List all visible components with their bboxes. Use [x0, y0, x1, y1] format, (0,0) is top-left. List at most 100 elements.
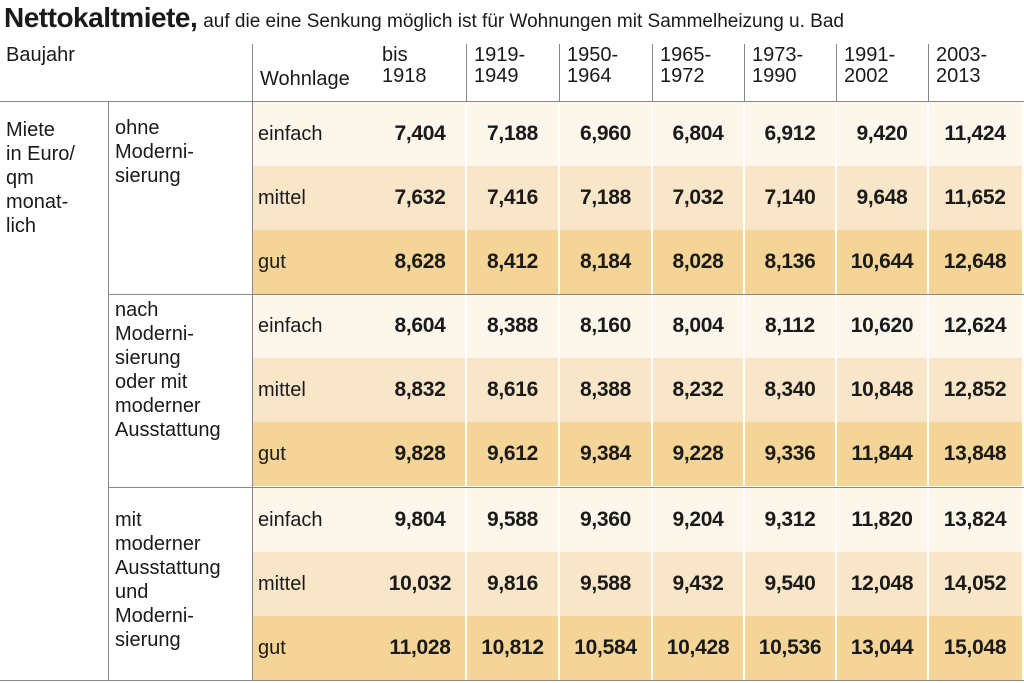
value-cell: 11,028 [374, 616, 466, 680]
value-cell: 9,540 [744, 552, 836, 616]
value-cell: 8,340 [744, 358, 836, 422]
column-header: 1965- 1972 [660, 44, 712, 87]
value-cell: 8,184 [559, 230, 652, 294]
value-cell: 8,112 [744, 294, 836, 358]
value-cell: 8,160 [559, 294, 652, 358]
value-cell: 10,812 [466, 616, 559, 680]
header-divider [0, 101, 1024, 102]
column-header: 2003- 2013 [936, 44, 988, 87]
value-cell: 7,632 [374, 166, 466, 230]
value-cell: 8,232 [652, 358, 744, 422]
wohnlage-cell: einfach [252, 488, 374, 552]
value-cell: 9,336 [744, 422, 836, 486]
value-cell: 9,828 [374, 422, 466, 486]
value-cell: 9,588 [466, 488, 559, 552]
wohnlage-header: Wohnlage [260, 68, 350, 90]
header-column-divider [652, 44, 653, 102]
value-cell: 12,852 [928, 358, 1022, 422]
value-cell: 11,844 [836, 422, 928, 486]
value-cell: 9,816 [466, 552, 559, 616]
column-header: 1991- 2002 [844, 44, 896, 87]
value-cell: 9,612 [466, 422, 559, 486]
column-separator [835, 102, 837, 680]
value-cell: 13,824 [928, 488, 1022, 552]
column-header: 1919- 1949 [474, 44, 526, 87]
column-separator [558, 102, 560, 680]
header-column-divider [836, 44, 837, 102]
group-label: ohne Moderni- sierung [115, 117, 194, 187]
value-cell: 12,648 [928, 230, 1022, 294]
value-cell: 10,620 [836, 294, 928, 358]
value-cell: 8,604 [374, 294, 466, 358]
column-header: 1950- 1964 [567, 44, 619, 87]
wohnlage-cell: gut [252, 616, 374, 680]
value-cell: 9,228 [652, 422, 744, 486]
value-cell: 7,404 [374, 102, 466, 166]
header-column-divider [559, 44, 560, 102]
group-label: mit moderner Ausstattung und Moderni- si… [115, 509, 221, 651]
value-cell: 10,032 [374, 552, 466, 616]
value-cell: 14,052 [928, 552, 1022, 616]
value-cell: 7,032 [652, 166, 744, 230]
value-cell: 13,848 [928, 422, 1022, 486]
table-title: Nettokaltmiete, auf die eine Senkung mögl… [4, 2, 844, 34]
value-cell: 9,312 [744, 488, 836, 552]
group-divider [108, 294, 1024, 295]
header-column-divider [466, 44, 467, 102]
group-column-divider [108, 102, 109, 680]
column-separator [927, 102, 929, 680]
group-label: nach Moderni- sierung oder mit moderner … [115, 299, 221, 441]
value-cell: 9,432 [652, 552, 744, 616]
value-cell: 11,652 [928, 166, 1022, 230]
value-cell: 15,048 [928, 616, 1022, 680]
value-cell: 8,628 [374, 230, 466, 294]
wohnlage-cell: mittel [252, 552, 374, 616]
value-cell: 9,648 [836, 166, 928, 230]
value-cell: 8,004 [652, 294, 744, 358]
value-cell: 7,188 [466, 102, 559, 166]
value-cell: 9,420 [836, 102, 928, 166]
value-cell: 12,624 [928, 294, 1022, 358]
column-separator [465, 102, 467, 680]
value-cell: 8,832 [374, 358, 466, 422]
table-bottom-line [0, 680, 1024, 681]
header-column-divider [744, 44, 745, 102]
wohnlage-column-divider [252, 44, 253, 680]
wohnlage-cell: mittel [252, 358, 374, 422]
title-subtitle: auf die eine Senkung möglich ist für Woh… [203, 11, 844, 32]
value-cell: 6,912 [744, 102, 836, 166]
value-cell: 8,412 [466, 230, 559, 294]
value-cell: 12,048 [836, 552, 928, 616]
header-column-divider [928, 44, 929, 102]
value-cell: 8,136 [744, 230, 836, 294]
value-cell: 8,616 [466, 358, 559, 422]
value-cell: 8,388 [559, 358, 652, 422]
title-main: Nettokaltmiete, [4, 2, 198, 33]
value-cell: 7,416 [466, 166, 559, 230]
value-cell: 8,388 [466, 294, 559, 358]
value-cell: 7,140 [744, 166, 836, 230]
value-cell: 9,360 [559, 488, 652, 552]
baujahr-label: Baujahr [6, 44, 75, 66]
group-divider [108, 487, 1024, 488]
value-cell: 13,044 [836, 616, 928, 680]
value-cell: 8,028 [652, 230, 744, 294]
column-header: 1973- 1990 [752, 44, 804, 87]
wohnlage-cell: einfach [252, 294, 374, 358]
value-cell: 9,588 [559, 552, 652, 616]
column-separator [743, 102, 745, 680]
value-cell: 6,960 [559, 102, 652, 166]
rent-unit-label: Miete in Euro/ qm monat- lich [6, 119, 75, 237]
value-cell: 11,424 [928, 102, 1022, 166]
value-cell: 6,804 [652, 102, 744, 166]
value-cell: 11,820 [836, 488, 928, 552]
column-header: bis 1918 [382, 44, 427, 87]
value-cell: 9,804 [374, 488, 466, 552]
value-cell: 10,536 [744, 616, 836, 680]
wohnlage-cell: einfach [252, 102, 374, 166]
value-cell: 10,848 [836, 358, 928, 422]
value-cell: 10,644 [836, 230, 928, 294]
wohnlage-cell: gut [252, 422, 374, 486]
value-cell: 9,204 [652, 488, 744, 552]
value-cell: 10,428 [652, 616, 744, 680]
